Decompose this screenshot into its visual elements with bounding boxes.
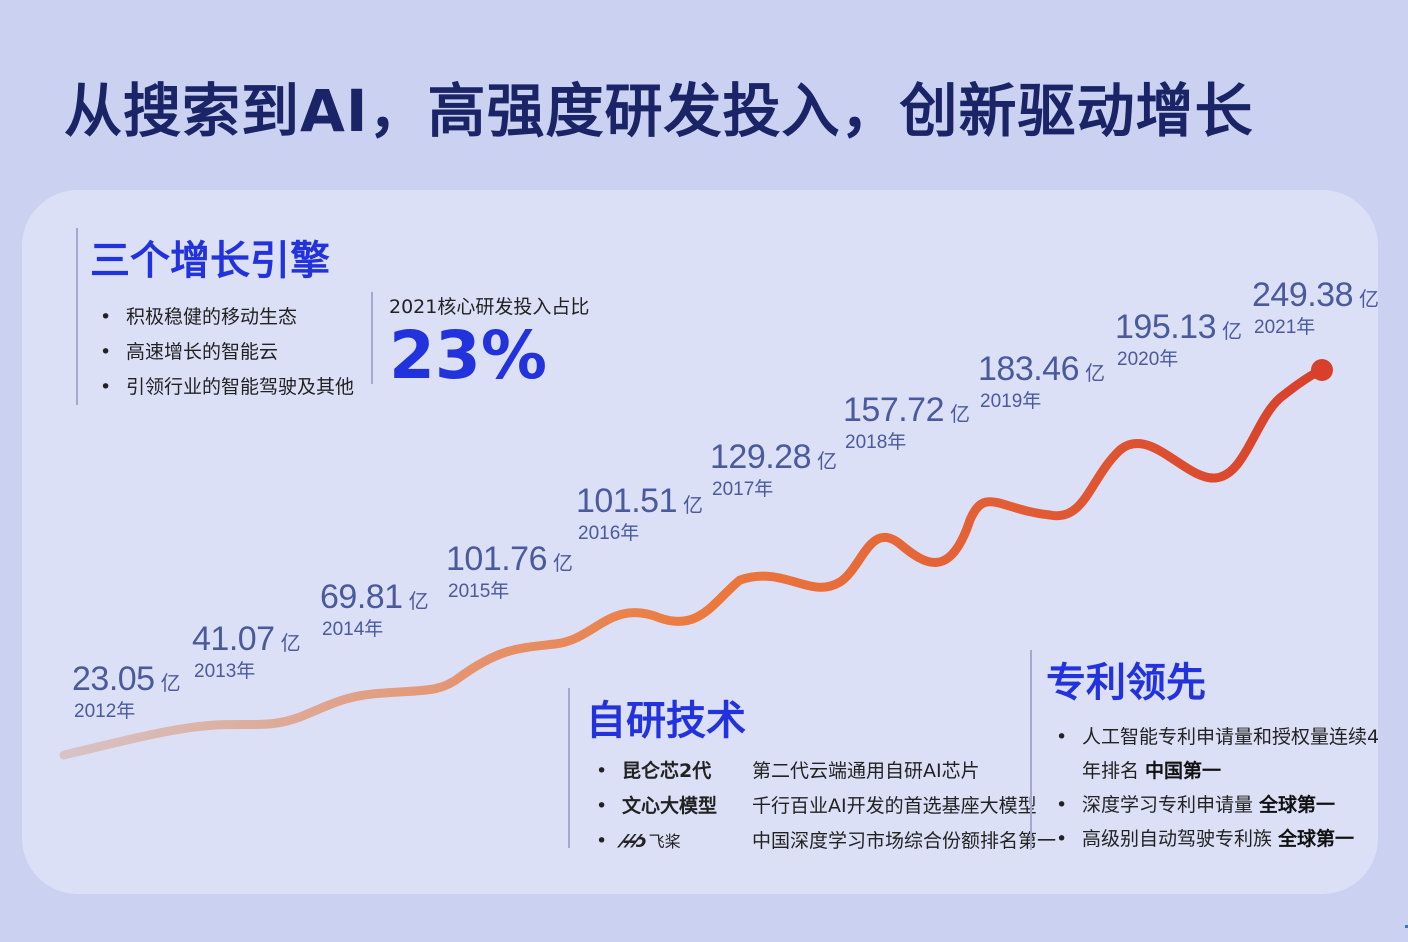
patent-item: 高级别自动驾驶专利族 全球第一 bbox=[1046, 822, 1379, 856]
data-value-label: 41.07 亿 bbox=[192, 620, 301, 658]
data-value-label: 101.76 亿 bbox=[446, 540, 573, 578]
paddle-logo: ⁄-⁄-⁄ͻ 飞桨 bbox=[622, 831, 681, 852]
corner-dot bbox=[1405, 925, 1408, 928]
tech-desc: 第二代云端通用自研AI芯片 bbox=[752, 760, 980, 782]
tech-name: 昆仑芯2代 bbox=[622, 760, 712, 782]
engine-item: 高速增长的智能云 bbox=[90, 335, 354, 370]
year-label: 2012年 bbox=[74, 700, 135, 722]
engine-item: 积极稳健的移动生态 bbox=[90, 300, 354, 335]
patent-item: 深度学习专利申请量 全球第一 bbox=[1046, 788, 1379, 822]
patent-item: 人工智能专利申请量和授权量连续4 年排名 中国第一 bbox=[1046, 720, 1379, 788]
growth-engines-section: 三个增长引擎 积极稳健的移动生态 高速增长的智能云 引领行业的智能驾驶及其他 bbox=[76, 228, 354, 405]
data-value-label: 195.13 亿 bbox=[1115, 308, 1242, 346]
tech-desc: 中国深度学习市场综合份额排名第一 bbox=[752, 830, 1057, 852]
data-value-label: 69.81 亿 bbox=[320, 578, 429, 616]
year-label: 2021年 bbox=[1254, 316, 1315, 338]
year-label: 2014年 bbox=[322, 618, 383, 640]
data-value-label: 249.38 亿 bbox=[1252, 276, 1379, 314]
patent-title: 专利领先 bbox=[1046, 660, 1206, 706]
tech-item: 文心大模型 千行百业AI开发的首选基座大模型 bbox=[586, 789, 1056, 824]
data-value-label: 101.51 亿 bbox=[576, 482, 703, 520]
page-title: 从搜索到AI，高强度研发投入，创新驱动增长 bbox=[64, 77, 1254, 145]
growth-engines-title: 三个增长引擎 bbox=[90, 238, 330, 284]
year-label: 2015年 bbox=[448, 580, 509, 602]
data-value-label: 129.28 亿 bbox=[710, 438, 837, 476]
year-label: 2018年 bbox=[845, 431, 906, 453]
data-value-label: 23.05 亿 bbox=[72, 660, 181, 698]
data-value-label: 157.72 亿 bbox=[843, 391, 970, 429]
self-tech-title: 自研技术 bbox=[586, 698, 746, 744]
engine-item: 引领行业的智能驾驶及其他 bbox=[90, 370, 354, 405]
patent-highlight: 全球第一 bbox=[1259, 794, 1336, 816]
year-label: 2017年 bbox=[712, 478, 773, 500]
rd-ratio-block: 2021核心研发投入占比 23% bbox=[371, 292, 590, 391]
self-tech-section: 自研技术 昆仑芯2代 第二代云端通用自研AI芯片 文心大模型 千行百业AI开发的首选… bbox=[568, 688, 1056, 859]
data-value-label: 183.46 亿 bbox=[978, 350, 1105, 388]
tech-name: 文心大模型 bbox=[622, 795, 718, 817]
patent-highlight: 全球第一 bbox=[1278, 828, 1355, 850]
rd-ratio-value: 23% bbox=[389, 317, 547, 394]
year-label: 2020年 bbox=[1117, 348, 1178, 370]
year-label: 2016年 bbox=[578, 522, 639, 544]
tech-desc: 千行百业AI开发的首选基座大模型 bbox=[752, 795, 1037, 817]
paddle-logo-mark: ⁄-⁄-⁄ͻ bbox=[622, 831, 647, 852]
rd-ratio-label: 2021核心研发投入占比 bbox=[389, 296, 590, 318]
end-point-marker bbox=[1311, 359, 1333, 381]
year-label: 2019年 bbox=[980, 390, 1041, 412]
growth-trend-line bbox=[59, 365, 1327, 760]
tech-item: 昆仑芯2代 第二代云端通用自研AI芯片 bbox=[586, 754, 1056, 789]
patent-highlight: 中国第一 bbox=[1145, 760, 1222, 782]
patent-section: 专利领先 人工智能专利申请量和授权量连续4 年排名 中国第一 深度学习专利申请量… bbox=[1030, 650, 1379, 856]
year-label: 2013年 bbox=[194, 660, 255, 682]
tech-item: ⁄-⁄-⁄ͻ飞桨 中国深度学习市场综合份额排名第一 bbox=[586, 824, 1056, 859]
